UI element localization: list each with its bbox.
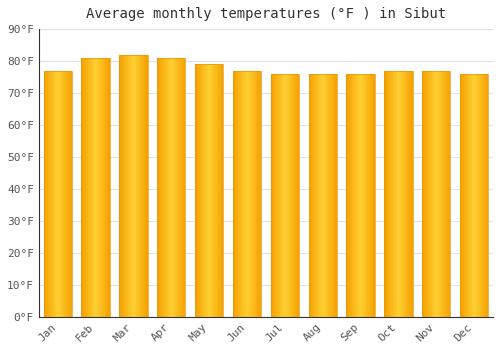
Bar [157, 58, 186, 317]
Bar [119, 55, 148, 317]
Bar [270, 74, 299, 317]
Bar [44, 71, 72, 317]
Bar [422, 71, 450, 317]
Bar [346, 74, 375, 317]
Bar [308, 74, 337, 317]
Bar [384, 71, 412, 317]
Bar [460, 74, 488, 317]
Title: Average monthly temperatures (°F ) in Sibut: Average monthly temperatures (°F ) in Si… [86, 7, 446, 21]
Bar [82, 58, 110, 317]
Bar [233, 71, 261, 317]
Bar [195, 64, 224, 317]
